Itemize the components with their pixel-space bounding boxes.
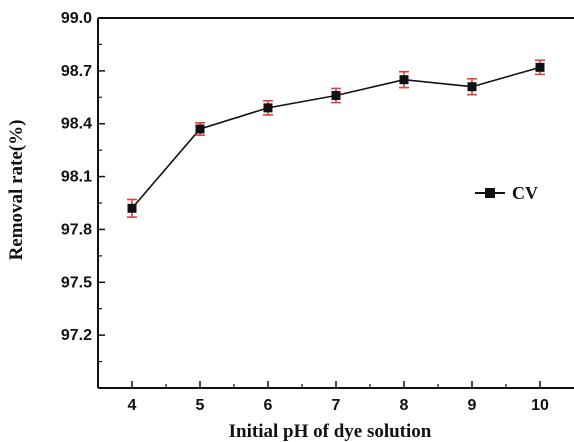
data-point <box>535 62 545 72</box>
legend: CV <box>475 183 538 203</box>
y-tick-label: 99.0 <box>61 10 92 27</box>
y-axis-label: Removal rate(%) <box>6 120 27 261</box>
plot-frame <box>97 17 574 389</box>
x-tick-label: 5 <box>196 397 205 414</box>
x-tick-label: 9 <box>468 397 477 414</box>
x-axis-ticks: 4 5 6 7 8 9 10 <box>128 381 549 414</box>
data-point <box>331 91 341 101</box>
series-layer <box>127 59 545 218</box>
legend-label-cv: CV <box>512 183 538 203</box>
y-tick-label: 98.7 <box>61 63 92 80</box>
x-tick-label: 6 <box>264 397 273 414</box>
y-tick-label: 97.8 <box>61 221 92 238</box>
y-tick-label: 97.5 <box>61 274 92 291</box>
y-tick-label: 98.4 <box>61 116 92 133</box>
legend-marker <box>485 188 495 198</box>
data-point <box>399 75 409 85</box>
x-tick-label: 10 <box>531 397 549 414</box>
data-point <box>467 82 477 92</box>
data-point <box>263 103 273 113</box>
y-tick-label: 98.1 <box>61 169 92 186</box>
data-point <box>127 203 137 213</box>
x-axis-label: Initial pH of dye solution <box>229 421 432 442</box>
y-axis-ticks: 97.2 97.5 97.8 98.1 98.4 98.7 99.0 <box>61 10 105 363</box>
x-tick-label: 4 <box>128 397 137 414</box>
x-tick-label: 8 <box>400 397 409 414</box>
x-tick-label: 7 <box>332 397 341 414</box>
y-tick-label: 97.2 <box>61 327 92 344</box>
data-point <box>195 124 205 134</box>
